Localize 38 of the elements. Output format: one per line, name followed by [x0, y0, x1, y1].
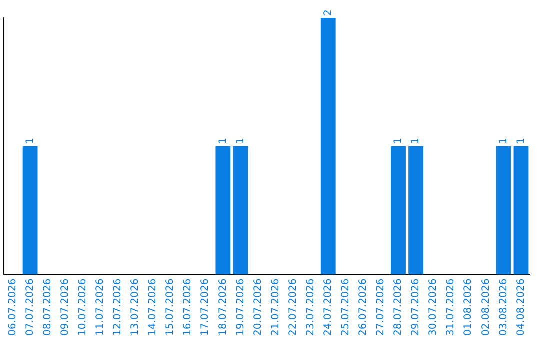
- x-tick-label: 12.07.2026: [112, 278, 124, 336]
- data-label: 1: [393, 138, 404, 144]
- data-label: 2: [322, 10, 334, 16]
- data-label: 1: [410, 138, 422, 144]
- x-tick-label: 30.07.2026: [428, 278, 440, 336]
- x-tick-label: 17.07.2026: [200, 278, 212, 336]
- x-tick-label: 25.07.2026: [340, 278, 352, 336]
- x-tick-label: 31.07.2026: [446, 278, 457, 336]
- x-tick-label: 06.07.2026: [7, 278, 18, 336]
- data-label: 1: [24, 138, 36, 144]
- x-tick-label: 27.07.2026: [376, 278, 387, 336]
- x-tick-label: 10.07.2026: [77, 278, 88, 336]
- x-tick-label: 20.07.2026: [252, 278, 264, 336]
- x-tick-label: 18.07.2026: [218, 278, 229, 336]
- x-tick-label: 08.07.2026: [42, 278, 54, 336]
- x-tick-label: 22.07.2026: [288, 278, 299, 336]
- x-tick-label: 16.07.2026: [182, 278, 194, 336]
- x-tick-label: 13.07.2026: [130, 278, 142, 336]
- x-tick-label: 24.07.2026: [322, 278, 334, 336]
- x-tick-label: 14.07.2026: [148, 278, 159, 336]
- x-tick-label: 01.08.2026: [463, 278, 474, 336]
- x-tick-label: 26.07.2026: [358, 278, 370, 336]
- data-label: 1: [235, 138, 246, 144]
- x-tick-label: 04.08.2026: [516, 278, 527, 336]
- x-tick-label: 02.08.2026: [480, 278, 492, 336]
- data-label: 1: [218, 138, 229, 144]
- x-tick-label: 28.07.2026: [393, 278, 404, 336]
- data-label: 1: [516, 138, 527, 144]
- x-tick-label: 15.07.2026: [165, 278, 176, 336]
- x-tick-label: 23.07.2026: [305, 278, 316, 336]
- data-label: 1: [498, 138, 510, 144]
- x-tick-label: 21.07.2026: [270, 278, 282, 336]
- x-tick-label: 09.07.2026: [60, 278, 71, 336]
- x-tick-label: 11.07.2026: [95, 278, 106, 336]
- x-tick-label: 19.07.2026: [235, 278, 246, 336]
- x-tick-label: 07.07.2026: [24, 278, 36, 336]
- x-tick-label: 03.08.2026: [498, 278, 510, 336]
- x-tick-label: 29.07.2026: [410, 278, 422, 336]
